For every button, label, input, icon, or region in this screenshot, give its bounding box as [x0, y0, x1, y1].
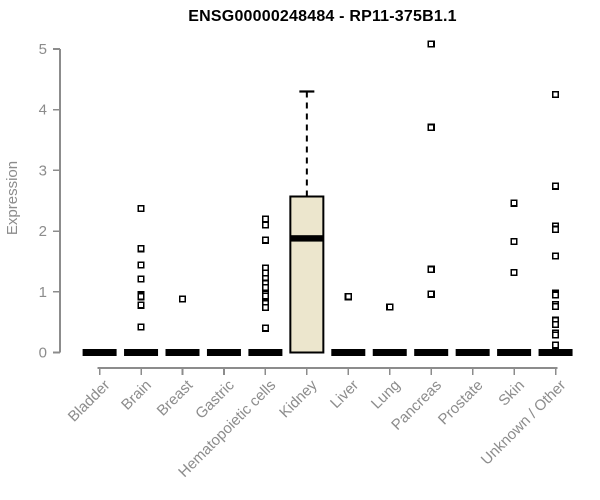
outlier-point-brain — [137, 301, 145, 309]
outlier-point-unknown-other — [551, 252, 560, 260]
y-tick-label-5: 5 — [39, 41, 47, 58]
outlier-point-unknown-other — [551, 225, 560, 233]
box-collapsed-liver — [331, 349, 366, 356]
x-tick-label-prostate: Prostate — [435, 377, 487, 429]
y-tick-label-3: 3 — [39, 162, 47, 179]
outlier-point-brain — [137, 323, 145, 331]
box-kidney — [289, 195, 325, 354]
outlier-point-skin — [510, 268, 518, 276]
y-tick-label-2: 2 — [39, 223, 47, 240]
outlier-point-unknown-other — [551, 331, 560, 339]
outlier-point-hematopoietic-cells — [261, 324, 270, 332]
box-collapsed-bladder — [82, 349, 117, 356]
outlier-point-pancreas — [427, 40, 435, 48]
x-tick-label-bladder: Bladder — [65, 377, 114, 426]
outlier-point-pancreas — [427, 123, 435, 131]
box-collapsed-brain — [124, 349, 159, 356]
box-collapsed-breast — [165, 349, 200, 356]
outlier-point-skin — [510, 237, 518, 246]
outlier-point-brain — [137, 245, 145, 253]
box-collapsed-hematopoietic-cells — [248, 349, 283, 356]
y-tick-label-1: 1 — [39, 284, 47, 301]
outlier-point-breast — [178, 295, 187, 303]
box-collapsed-lung — [372, 349, 407, 356]
median-kidney — [290, 235, 324, 242]
outlier-point-unknown-other — [551, 182, 560, 190]
y-tick-label-4: 4 — [39, 102, 47, 119]
x-tick-label-breast: Breast — [154, 376, 197, 419]
outlier-point-hematopoietic-cells — [261, 221, 270, 229]
y-tick-label-0: 0 — [39, 345, 47, 362]
box-collapsed-skin — [497, 349, 532, 356]
outlier-point-hematopoietic-cells — [261, 283, 270, 292]
outlier-point-lung — [386, 303, 394, 311]
box-collapsed-pancreas — [414, 349, 449, 356]
box-collapsed-gastric — [206, 349, 241, 356]
outlier-point-brain — [137, 293, 145, 301]
outlier-point-pancreas — [427, 290, 435, 298]
x-tick-label-kidney: Kidney — [276, 376, 321, 421]
outlier-point-hematopoietic-cells — [261, 236, 270, 244]
y-axis-title: Expression — [4, 160, 21, 236]
outlier-point-hematopoietic-cells — [261, 215, 270, 223]
chart-title: ENSG00000248484 - RP11-375B1.1 — [188, 8, 457, 25]
x-tick-label-liver: Liver — [327, 377, 362, 412]
outlier-point-skin — [510, 199, 518, 207]
box-collapsed-prostate — [455, 349, 490, 356]
outlier-point-unknown-other — [551, 291, 560, 299]
outlier-point-unknown-other — [551, 302, 560, 310]
outlier-point-brain — [137, 275, 145, 283]
outlier-point-hematopoietic-cells — [261, 292, 270, 300]
outlier-point-brain — [137, 205, 145, 213]
box-collapsed-unknown-other — [538, 349, 573, 356]
x-tick-label-skin: Skin — [495, 377, 528, 410]
outlier-point-pancreas — [427, 265, 435, 273]
x-tick-label-brain: Brain — [118, 377, 155, 414]
outlier-point-liver — [344, 293, 352, 301]
outlier-point-hematopoietic-cells — [261, 303, 270, 312]
x-tick-label-lung: Lung — [368, 377, 404, 413]
outlier-point-unknown-other — [551, 320, 560, 329]
outlier-point-unknown-other — [551, 341, 560, 349]
outlier-point-brain — [137, 261, 145, 269]
outlier-point-unknown-other — [551, 90, 560, 99]
